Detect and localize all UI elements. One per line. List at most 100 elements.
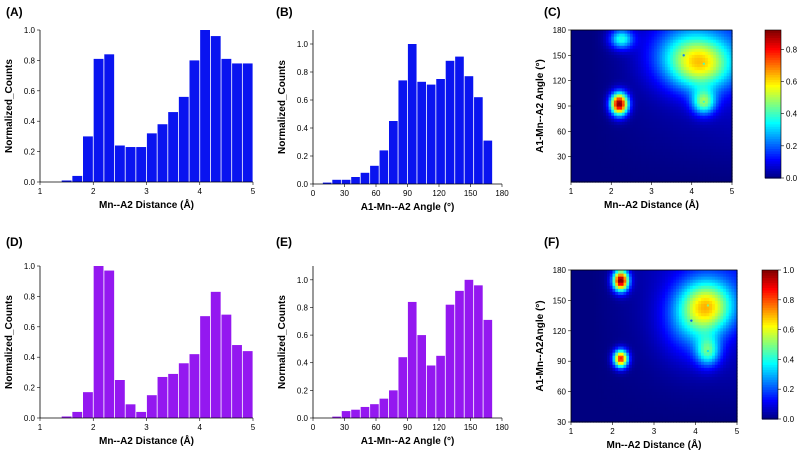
heatmap-cell	[626, 315, 630, 320]
heatmap-cell	[645, 336, 650, 341]
heatmap-cell	[626, 336, 630, 341]
heatmap-cell	[587, 42, 591, 46]
heatmap-cell	[623, 418, 627, 423]
heatmap-cell	[576, 133, 580, 137]
heatmap-cell	[667, 48, 671, 52]
heatmap-cell	[656, 327, 661, 332]
heatmap-cell	[620, 291, 625, 295]
heatmap-cell	[587, 406, 591, 411]
heatmap-cell	[651, 42, 655, 46]
heatmap-cell	[604, 409, 608, 414]
heatmap-cell	[634, 382, 638, 387]
heatmap-cell	[627, 93, 631, 98]
heatmap-cell	[608, 45, 612, 49]
heatmap-cell	[683, 93, 687, 98]
heatmap-cell	[691, 36, 696, 40]
heatmap-cell	[582, 394, 586, 399]
heatmap-cell	[613, 51, 618, 55]
heatmap-cell	[587, 157, 591, 162]
heatmap-cell	[675, 124, 679, 128]
heatmap-cell	[629, 321, 633, 326]
heatmap-cell	[729, 51, 733, 55]
heatmap-cell	[600, 60, 604, 65]
heatmap-cell	[618, 327, 622, 332]
heatmap-cell	[681, 112, 685, 116]
heatmap-cell	[621, 178, 626, 183]
heatmap-cell	[721, 72, 725, 77]
heatmap-cell	[620, 349, 625, 353]
heatmap-cell	[584, 33, 588, 37]
heatmap-cell	[626, 306, 630, 311]
heatmap-cell	[697, 121, 701, 125]
heatmap-cell	[637, 352, 641, 356]
heatmap-cell	[615, 403, 619, 408]
heatmap-cell	[705, 75, 709, 80]
heatmap-cell	[601, 385, 605, 390]
heatmap-cell	[606, 412, 611, 417]
y-tick-label: 0.2	[297, 152, 309, 161]
heatmap-cell	[576, 75, 580, 80]
heatmap-cell	[616, 112, 620, 116]
heatmap-cell	[573, 154, 577, 159]
heatmap-cell	[691, 160, 696, 165]
heatmap-cell	[670, 96, 674, 101]
heatmap-cell	[662, 157, 666, 162]
heatmap-cell	[648, 382, 652, 387]
heatmap-cell	[615, 418, 619, 423]
heatmap-cell	[616, 75, 620, 80]
heatmap-cell	[659, 300, 663, 305]
colorbar-segment	[765, 91, 781, 95]
y-tick-label: 0.4	[24, 117, 36, 126]
heatmap-cell	[642, 282, 647, 286]
heatmap-cell	[584, 112, 588, 116]
heatmap-cell	[615, 324, 619, 329]
heatmap-cell	[654, 90, 658, 95]
heatmap-cell	[715, 136, 720, 141]
heatmap-cell	[592, 106, 596, 110]
heatmap-cell	[689, 163, 693, 168]
heatmap-cell	[573, 403, 578, 408]
heatmap-cell	[681, 148, 685, 153]
heatmap-cell	[659, 409, 663, 414]
heatmap-cell	[595, 376, 600, 381]
heatmap-cell	[723, 142, 728, 147]
heatmap-cell	[651, 379, 655, 384]
heatmap-cell	[608, 90, 612, 95]
heatmap-cell	[571, 412, 575, 417]
heatmap-cell	[643, 39, 647, 43]
heatmap-cell	[721, 78, 725, 83]
heatmap-cell	[634, 409, 638, 414]
heatmap-cell	[582, 346, 586, 350]
heatmap-cell	[659, 102, 663, 107]
heatmap-cell	[608, 57, 612, 61]
heatmap-cell	[579, 370, 583, 374]
heatmap-cell	[624, 136, 628, 141]
heatmap-cell	[694, 130, 698, 134]
heatmap-cell	[646, 148, 650, 153]
heatmap-cell	[619, 157, 623, 162]
heatmap-cell	[678, 142, 682, 147]
heatmap-cell	[595, 330, 600, 335]
heatmap-cell	[627, 151, 631, 156]
heatmap-cell	[670, 51, 674, 55]
heatmap-cell	[606, 285, 611, 289]
heatmap-cell	[651, 352, 655, 356]
heatmap-cell	[648, 352, 652, 356]
heatmap-cell	[603, 139, 607, 144]
heatmap-cell	[592, 66, 596, 71]
heatmap-cell	[595, 367, 600, 371]
heatmap-cell	[593, 321, 597, 326]
heatmap-cell	[723, 75, 728, 80]
heatmap-cell	[729, 102, 733, 107]
heatmap-cell	[651, 57, 655, 61]
heatmap-cell	[576, 276, 580, 280]
heatmap-cell	[672, 157, 677, 162]
heatmap-cell	[642, 397, 647, 402]
heatmap-cell	[645, 376, 650, 381]
heatmap-cell	[686, 163, 690, 168]
heatmap-cell	[595, 400, 600, 405]
heatmap-cell	[697, 118, 701, 122]
heatmap-cell	[672, 78, 677, 83]
heatmap-cell	[681, 169, 685, 174]
heatmap-cell	[611, 175, 615, 180]
